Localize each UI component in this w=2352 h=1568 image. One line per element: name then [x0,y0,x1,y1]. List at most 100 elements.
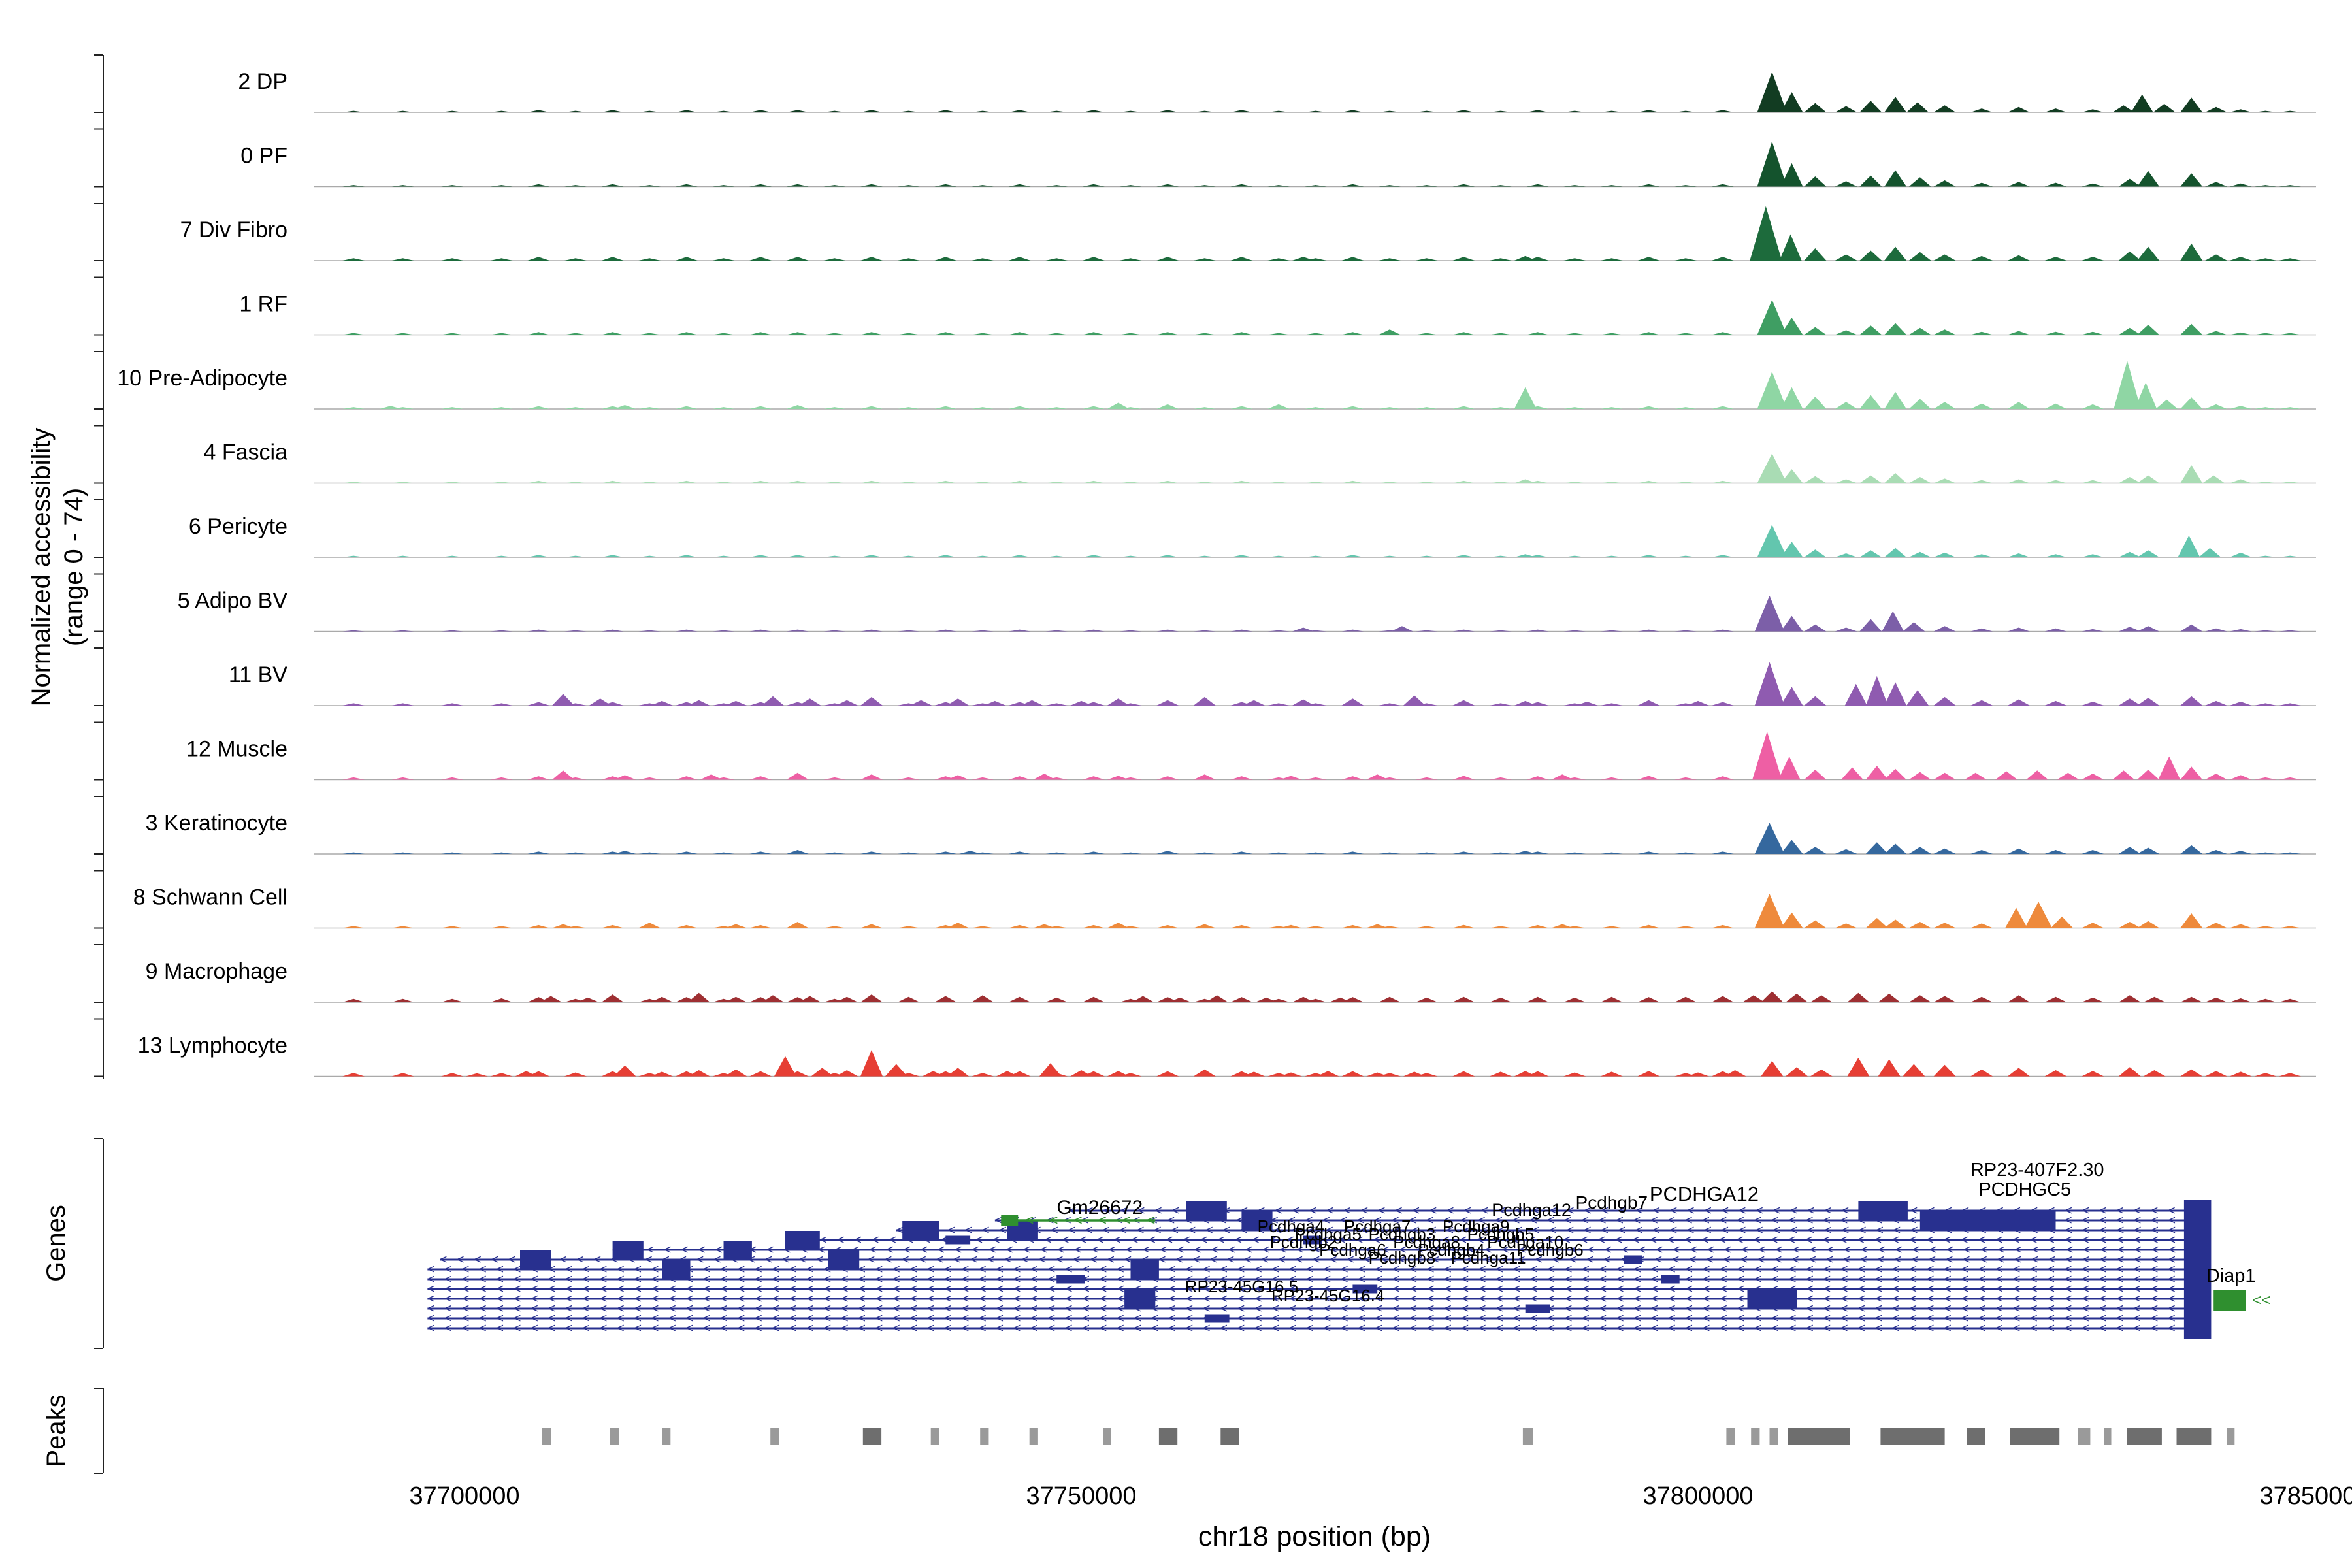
coverage-spike [2118,178,2141,187]
coverage-spike [1600,110,1623,112]
coverage-spike [1933,180,1956,187]
coverage-spike [1933,996,1956,1002]
coverage-spike [1415,407,1438,409]
peak-box [2010,1428,2060,1445]
coverage-spike [1341,851,1364,854]
coverage-spike [2007,553,2030,557]
coverage-spike [1757,72,1787,112]
coverage-spike [2118,847,2141,854]
coverage-spike [1415,777,1438,780]
coverage-spike [687,1070,710,1077]
peak-box [2104,1428,2112,1445]
coverage-spike [1008,924,1031,928]
coverage-spike [1452,629,1475,632]
coverage-spike [934,480,957,483]
coverage-spike [1304,110,1327,112]
coverage-spike [1156,700,1179,706]
coverage-spike [2007,182,2030,187]
coverage-spike [2143,996,2166,1002]
coverage-spike [1600,703,1623,706]
coverage-spike [2254,258,2277,261]
coverage-spike [1964,772,1987,780]
coverage-spike [1156,332,1179,335]
coverage-spike [1489,777,1512,780]
coverage-spike [2137,626,2160,632]
coverage-spike [1452,332,1475,335]
track-label: 1 RF [239,292,287,317]
coverage-spike [564,555,587,557]
coverage-spike [1884,391,1907,409]
coverage-spike [897,777,920,780]
coverage-spike [1489,185,1512,187]
coverage-spike [1489,407,1512,409]
coverage-spike [1082,480,1105,483]
coverage-spike [1156,776,1179,780]
coverage-spike [1267,110,1290,112]
gene-label: Pcdhgb6 [1516,1240,1584,1260]
coverage-spike [1878,1059,1901,1077]
coverage-spike [2082,554,2104,557]
coverage-spike [2254,630,2277,632]
coverage-spike [1379,482,1401,483]
coverage-spike [1292,627,1315,632]
coverage-spike [897,926,920,928]
coverage-spike [1415,555,1438,557]
coverage-spike [1341,332,1364,335]
coverage-spike [1039,1063,1062,1077]
coverage-spike [1193,774,1216,780]
coverage-spike [342,998,365,1002]
coverage-spike [1600,1071,1623,1077]
coverage-spike [1341,555,1364,557]
coverage-spike [1637,110,1660,112]
coverage-spike [2279,1073,2302,1077]
coverage-spike [860,696,883,706]
coverage-spike [1906,102,1929,112]
coverage-spike [1452,1072,1475,1077]
coverage-spike [1379,996,1401,1002]
coverage-spike [687,700,710,706]
coverage-spike [972,995,994,1002]
coverage-spike [2229,851,2252,854]
coverage-spike [1119,110,1142,112]
coverage-spike [2205,182,2227,187]
coverage-spike [860,774,883,780]
track-label: 6 Pericyte [189,514,287,539]
coverage-spike [1366,774,1389,780]
coverage-spike [1267,630,1290,632]
coverage-spike [515,1071,538,1077]
coverage-spike [1119,482,1142,483]
green-gene-box [2213,1290,2246,1311]
coverage-spike [897,630,920,632]
coverage-spike [342,333,365,335]
coverage-spike [1379,110,1401,112]
coverage-spike [1230,406,1253,409]
coverage-spike [2205,923,2227,928]
coverage-spike [601,110,624,112]
peak-box [1103,1428,1111,1445]
coverage-spike [1008,851,1031,854]
track-label: 12 Muscle [186,737,287,762]
coverage-spike [2044,700,2067,706]
coverage-spike [1304,333,1327,335]
coverage-spike [786,110,809,112]
coverage-spike [564,407,587,409]
coverage-spike [725,1069,747,1077]
coverage-spike [1841,767,1863,780]
coverage-spike [725,924,747,928]
coverage-spike [1637,555,1660,557]
coverage-spike [1008,332,1031,335]
coverage-spike [1119,333,1142,335]
coverage-spike [1267,185,1290,187]
coverage-spike [712,333,735,335]
coverage-spike [1804,397,1827,409]
coverage-spike [2153,103,2176,112]
coverage-spike [2205,700,2227,706]
coverage-spike [1230,257,1253,261]
coverage-spike [860,480,883,483]
coverage-spike [2082,629,2104,632]
coverage-spike [1970,255,1993,261]
coverage-spike [1021,700,1043,706]
coverage-spike [1452,924,1475,928]
coverage-spike [1970,554,1993,557]
gene-exon [1624,1255,1642,1264]
